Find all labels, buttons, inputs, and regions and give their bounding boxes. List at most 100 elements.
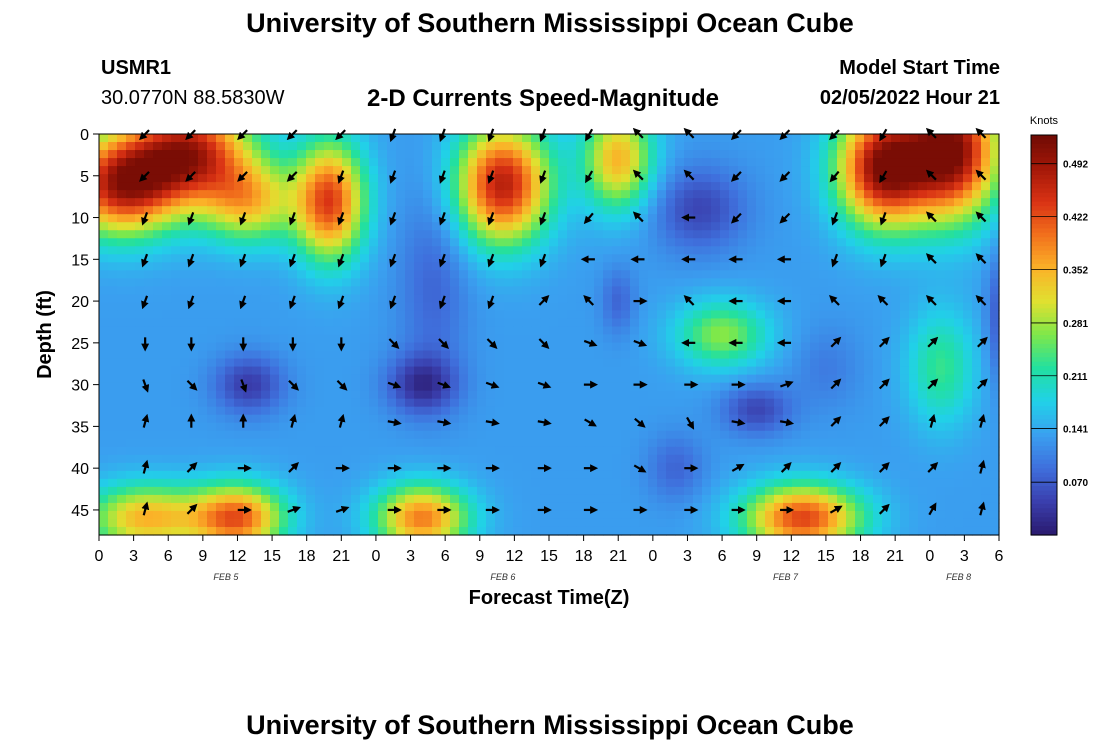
heatmap-cell — [153, 302, 163, 312]
heatmap-cell — [945, 406, 955, 416]
heatmap-cell — [126, 246, 136, 255]
heatmap-cell — [792, 222, 802, 231]
heatmap-cell — [918, 222, 928, 231]
heatmap-cell — [306, 334, 316, 344]
heatmap-cell — [873, 174, 883, 183]
heatmap-cell — [918, 438, 928, 448]
heatmap-cell — [810, 174, 820, 183]
heatmap-cell — [855, 286, 865, 295]
heatmap-cell — [891, 158, 901, 167]
heatmap-cell — [801, 446, 811, 456]
heatmap-cell — [99, 486, 109, 496]
heatmap-cell — [918, 414, 928, 424]
heatmap-cell — [891, 318, 901, 328]
heatmap-cell — [504, 430, 514, 440]
heatmap-cell — [396, 150, 406, 159]
heatmap-cell — [99, 494, 109, 504]
heatmap-cell — [243, 398, 253, 408]
heatmap-cell — [405, 398, 415, 408]
heatmap-cell — [153, 158, 163, 167]
heatmap-cell — [774, 262, 784, 271]
heatmap-cell — [792, 246, 802, 255]
heatmap-cell — [495, 494, 505, 504]
heatmap-cell — [207, 470, 217, 480]
heatmap-cell — [855, 166, 865, 175]
heatmap-cell — [927, 158, 937, 167]
heatmap-cell — [945, 374, 955, 384]
heatmap-cell — [234, 262, 244, 271]
heatmap-cell — [684, 158, 694, 167]
heatmap-cell — [864, 190, 874, 199]
heatmap-cell — [882, 262, 892, 271]
heatmap-cell — [603, 342, 613, 352]
heatmap-cell — [378, 174, 388, 183]
heatmap-cell — [981, 262, 991, 271]
heatmap-cell — [558, 206, 568, 215]
heatmap-cell — [603, 438, 613, 448]
heatmap-cell — [450, 238, 460, 247]
heatmap-cell — [378, 526, 388, 536]
heatmap-cell — [891, 134, 901, 143]
heatmap-cell — [270, 150, 280, 159]
heatmap-cell — [108, 142, 118, 151]
heatmap-cell — [270, 422, 280, 432]
heatmap-cell — [531, 198, 541, 207]
heatmap-cell — [711, 454, 721, 464]
heatmap-cell — [963, 374, 973, 384]
heatmap-cell — [576, 518, 586, 528]
heatmap-cell — [468, 150, 478, 159]
heatmap-cell — [765, 414, 775, 424]
heatmap-cell — [900, 510, 910, 520]
heatmap-cell — [837, 510, 847, 520]
heatmap-cell — [99, 470, 109, 480]
heatmap-cell — [630, 318, 640, 328]
heatmap-cell — [405, 238, 415, 247]
heatmap-cell — [738, 494, 748, 504]
heatmap-cell — [288, 190, 298, 199]
heatmap-cell — [882, 310, 892, 320]
heatmap-cell — [567, 342, 577, 352]
heatmap-cell — [387, 206, 397, 215]
heatmap-cell — [882, 494, 892, 504]
heatmap-cell — [639, 278, 649, 287]
heatmap-cell — [279, 310, 289, 320]
heatmap-cell — [810, 198, 820, 207]
heatmap-cell — [765, 430, 775, 440]
heatmap-cell — [423, 246, 433, 255]
heatmap-cell — [621, 166, 631, 175]
heatmap-cell — [216, 150, 226, 159]
heatmap-cell — [234, 294, 244, 304]
heatmap-cell — [882, 158, 892, 167]
heatmap-cell — [414, 382, 424, 392]
heatmap-cell — [729, 486, 739, 496]
heatmap-cell — [639, 478, 649, 488]
heatmap-cell — [666, 366, 676, 376]
heatmap-cell — [108, 278, 118, 287]
heatmap-cell — [684, 382, 694, 392]
heatmap-cell — [396, 518, 406, 528]
heatmap-cell — [207, 302, 217, 312]
heatmap-cell — [936, 134, 946, 143]
heatmap-cell — [720, 238, 730, 247]
heatmap-cell — [270, 246, 280, 255]
heatmap-cell — [945, 422, 955, 432]
heatmap-cell — [819, 374, 829, 384]
heatmap-cell — [900, 174, 910, 183]
heatmap-cell — [126, 526, 136, 536]
heatmap-cell — [657, 254, 667, 263]
heatmap-cell — [180, 382, 190, 392]
heatmap-cell — [621, 230, 631, 239]
heatmap-cell — [225, 294, 235, 304]
heatmap-cell — [711, 438, 721, 448]
heatmap-cell — [963, 406, 973, 416]
heatmap-cell — [135, 182, 145, 191]
heatmap-cell — [693, 358, 703, 368]
heatmap-cell — [153, 470, 163, 480]
heatmap-cell — [225, 446, 235, 456]
heatmap-cell — [522, 454, 532, 464]
heatmap-cell — [972, 446, 982, 456]
heatmap-cell — [252, 342, 262, 352]
heatmap-cell — [711, 398, 721, 408]
heatmap-cell — [99, 222, 109, 231]
heatmap-cell — [684, 206, 694, 215]
